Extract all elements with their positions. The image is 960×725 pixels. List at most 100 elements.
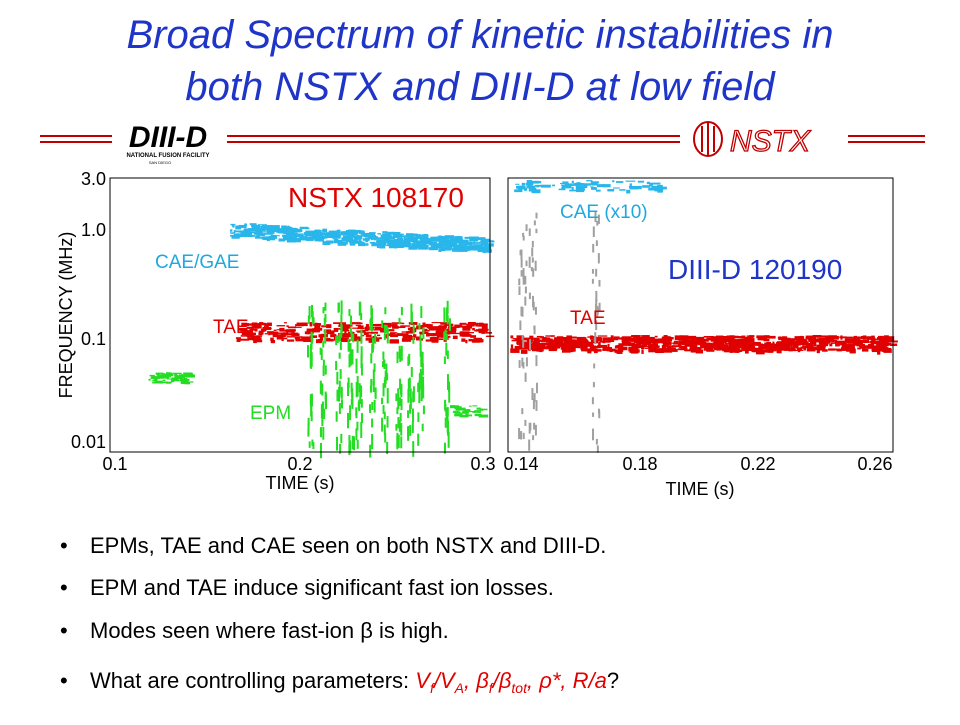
spectral-blob [276, 329, 281, 331]
bullet-text: /V [432, 668, 457, 693]
spectral-blob [514, 189, 523, 193]
spectral-blob [264, 228, 267, 231]
spectral-blob [374, 326, 382, 331]
spectral-blob [479, 323, 488, 326]
spectral-blob [366, 232, 376, 237]
spectral-blob [573, 339, 583, 344]
spectral-blob [171, 379, 177, 381]
spectral-blob [597, 335, 608, 337]
spectral-blob [354, 241, 363, 244]
spectral-blob [810, 340, 816, 345]
spectral-blob [595, 268, 598, 277]
spectral-blob [700, 342, 710, 347]
spectral-blob [319, 336, 324, 341]
spectral-blob [644, 347, 650, 349]
spectral-blob [328, 230, 337, 235]
spectral-blob [438, 244, 443, 248]
x-tick-label: 0.14 [503, 454, 538, 474]
spectral-blob [326, 233, 336, 237]
spectral-blob [703, 335, 714, 338]
spectral-blob [401, 322, 405, 325]
spectral-blob [765, 336, 771, 338]
spectral-blob [320, 348, 323, 361]
spectral-blob [396, 407, 399, 415]
spectral-blob [340, 322, 343, 338]
spectral-blob [522, 268, 525, 280]
spectral-blob [822, 349, 828, 352]
spectral-blob [828, 336, 838, 339]
spectral-blob [253, 339, 257, 344]
spectral-blob [459, 414, 469, 418]
spectral-blob [338, 380, 341, 394]
spectral-blob [450, 327, 457, 332]
spectral-blob [454, 406, 462, 410]
spectral-blob [393, 240, 397, 245]
spectral-blob [383, 324, 386, 340]
spectral-blob [241, 332, 248, 336]
spectral-blob [350, 315, 353, 326]
spectral-blob [235, 337, 242, 339]
spectral-blob [420, 238, 428, 242]
spectral-blob [721, 336, 727, 342]
spectral-blob [386, 441, 389, 455]
spectral-blob [746, 335, 754, 337]
bullet-text: f [489, 680, 495, 696]
spectral-blob [314, 229, 321, 234]
spectral-blob [614, 349, 622, 351]
spectral-blob [454, 244, 461, 249]
spectral-blob [514, 345, 524, 350]
spectral-blob [386, 388, 389, 404]
spectral-blob [641, 335, 650, 339]
spectral-blob [583, 338, 588, 341]
spectral-blob [447, 431, 450, 448]
spectral-blob [792, 344, 799, 348]
spectral-blob [591, 345, 601, 349]
spectral-blob [877, 349, 881, 355]
spectral-blob [778, 337, 785, 341]
spectral-blob [833, 348, 841, 351]
spectral-blob [760, 335, 767, 339]
spectral-blob [339, 336, 344, 340]
spectral-blob [638, 340, 643, 342]
spectral-blob [324, 393, 327, 410]
spectral-blob [278, 334, 286, 338]
spectral-blob [384, 335, 389, 339]
spectral-blob [314, 234, 324, 239]
spectral-blob [250, 332, 253, 337]
spectral-blob [393, 244, 403, 246]
spectral-blob [407, 327, 417, 331]
spectral-blob [300, 236, 305, 240]
spectral-blob [330, 334, 337, 338]
spectral-blob [446, 374, 449, 390]
spectral-blob [318, 334, 328, 338]
spectral-blob [613, 187, 620, 189]
spectral-blob [448, 247, 451, 250]
spectral-blob [857, 347, 861, 350]
annotation: DIII-D 120190 [668, 254, 842, 285]
spectral-blob [360, 399, 363, 408]
spectral-blob [162, 379, 166, 382]
spectral-blob [385, 231, 395, 235]
spectral-blob [255, 235, 260, 238]
spectral-blob [794, 336, 805, 341]
spectral-blob [585, 349, 593, 352]
spectral-blob [664, 345, 674, 348]
spectral-blob [674, 349, 678, 352]
spectral-blob [303, 232, 313, 235]
spectral-blob [309, 322, 314, 325]
spectral-blob [518, 428, 521, 440]
spectral-blob [421, 363, 424, 376]
spectral-blob [549, 342, 556, 344]
spectral-blob [652, 182, 661, 185]
spectral-blob [390, 240, 393, 245]
spectral-blob [336, 371, 339, 385]
spectral-blob [539, 347, 544, 352]
spectral-blob [342, 329, 350, 332]
spectral-blob [235, 230, 241, 233]
spectral-blob [522, 276, 525, 285]
spectral-blob [655, 345, 660, 348]
spectral-blob [446, 239, 457, 243]
spectral-blob [407, 378, 410, 391]
spectral-blob [309, 323, 313, 327]
spectral-blob [524, 275, 527, 285]
